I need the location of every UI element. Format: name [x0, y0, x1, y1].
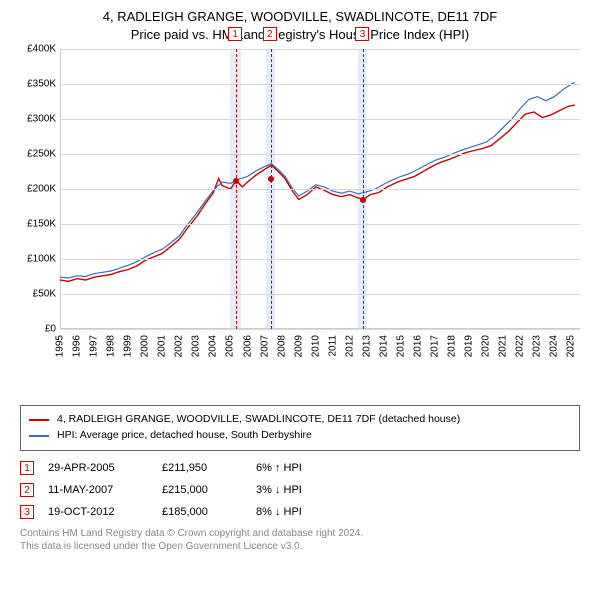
marker-line — [236, 49, 237, 329]
event-row-3: 3 19-OCT-2012 £185,000 8% ↓ HPI — [20, 505, 580, 519]
legend: 4, RADLEIGH GRANGE, WOODVILLE, SWADLINCO… — [20, 405, 580, 451]
x-axis-label: 2002 — [174, 335, 185, 357]
event-delta-1: 6% ↑ HPI — [256, 462, 302, 474]
gridline-h — [60, 154, 580, 155]
y-axis-label: £250K — [20, 149, 56, 160]
event-price-1: £211,950 — [162, 462, 242, 474]
marker-dot — [268, 176, 274, 182]
y-axis-label: £100K — [20, 254, 56, 265]
x-axis-label: 1999 — [123, 335, 134, 357]
marker-line — [363, 49, 364, 329]
legend-item-property: 4, RADLEIGH GRANGE, WOODVILLE, SWADLINCO… — [29, 412, 571, 428]
marker-box: 1 — [228, 27, 242, 41]
events-table: 1 29-APR-2005 £211,950 6% ↑ HPI 2 11-MAY… — [20, 461, 580, 519]
y-axis-label: £300K — [20, 114, 56, 125]
legend-swatch-property — [29, 419, 49, 421]
event-marker-1: 1 — [20, 461, 34, 475]
event-row-2: 2 11-MAY-2007 £215,000 3% ↓ HPI — [20, 483, 580, 497]
x-axis-label: 1996 — [72, 335, 83, 357]
event-marker-3: 3 — [20, 505, 34, 519]
marker-box: 3 — [355, 27, 369, 41]
x-axis-label: 2024 — [549, 335, 560, 357]
event-price-2: £215,000 — [162, 484, 242, 496]
gridline-h — [60, 259, 580, 260]
x-axis-label: 2009 — [293, 335, 304, 357]
gridline-h — [60, 294, 580, 295]
chart-title-block: 4, RADLEIGH GRANGE, WOODVILLE, SWADLINCO… — [10, 8, 590, 43]
y-axis-label: £200K — [20, 184, 56, 195]
event-date-2: 11-MAY-2007 — [48, 484, 148, 496]
x-axis-label: 2017 — [430, 335, 441, 357]
x-axis-label: 2014 — [378, 335, 389, 357]
x-axis-label: 2011 — [327, 335, 338, 357]
plot-region: £0£50K£100K£150K£200K£250K£300K£350K£400… — [60, 49, 580, 329]
y-axis-label: £400K — [20, 44, 56, 55]
y-axis-label: £350K — [20, 79, 56, 90]
y-axis-label: £150K — [20, 219, 56, 230]
title-line-1: 4, RADLEIGH GRANGE, WOODVILLE, SWADLINCO… — [10, 8, 590, 26]
x-axis-label: 2022 — [515, 335, 526, 357]
x-axis-label: 1998 — [106, 335, 117, 357]
x-axis-label: 2004 — [208, 335, 219, 357]
gridline-h — [60, 189, 580, 190]
title-line-2: Price paid vs. HM Land Registry's House … — [10, 26, 590, 44]
x-axis-label: 2021 — [498, 335, 509, 357]
x-axis-label: 2016 — [413, 335, 424, 357]
x-axis-label: 2010 — [310, 335, 321, 357]
y-axis-label: £0 — [20, 324, 56, 335]
event-date-1: 29-APR-2005 — [48, 462, 148, 474]
series-line-property — [60, 105, 575, 281]
x-axis-label: 2003 — [191, 335, 202, 357]
plot-inner: £0£50K£100K£150K£200K£250K£300K£350K£400… — [60, 49, 580, 329]
x-axis-label: 2013 — [361, 335, 372, 357]
x-axis-label: 2012 — [344, 335, 355, 357]
y-axis-label: £50K — [20, 289, 56, 300]
series-line-hpi — [60, 83, 575, 278]
event-date-3: 19-OCT-2012 — [48, 506, 148, 518]
gridline-h — [60, 224, 580, 225]
event-marker-2: 2 — [20, 483, 34, 497]
footer: Contains HM Land Registry data © Crown c… — [20, 527, 580, 553]
x-axis-labels: 1995199619971998199920002001200220032004… — [60, 331, 580, 371]
marker-line — [271, 49, 272, 329]
gridline-h — [60, 119, 580, 120]
x-axis-label: 2019 — [464, 335, 475, 357]
x-axis-label: 2018 — [447, 335, 458, 357]
footer-line-1: Contains HM Land Registry data © Crown c… — [20, 527, 580, 540]
event-price-3: £185,000 — [162, 506, 242, 518]
x-axis-label: 2015 — [395, 335, 406, 357]
gridline-h — [60, 329, 580, 330]
x-axis-label: 2001 — [157, 335, 168, 357]
marker-dot — [233, 178, 239, 184]
event-delta-3: 8% ↓ HPI — [256, 506, 302, 518]
marker-box: 2 — [263, 27, 277, 41]
x-axis-label: 2006 — [242, 335, 253, 357]
event-row-1: 1 29-APR-2005 £211,950 6% ↑ HPI — [20, 461, 580, 475]
legend-swatch-hpi — [29, 435, 49, 437]
x-axis-label: 2000 — [140, 335, 151, 357]
gridline-h — [60, 49, 580, 50]
legend-label-hpi: HPI: Average price, detached house, Sout… — [57, 428, 312, 444]
marker-dot — [360, 197, 366, 203]
x-axis-label: 2007 — [259, 335, 270, 357]
footer-line-2: This data is licensed under the Open Gov… — [20, 540, 580, 553]
x-axis-label: 2008 — [276, 335, 287, 357]
x-axis-label: 2025 — [566, 335, 577, 357]
x-axis-label: 1997 — [89, 335, 100, 357]
gridline-h — [60, 84, 580, 85]
event-delta-2: 3% ↓ HPI — [256, 484, 302, 496]
x-axis-label: 1995 — [55, 335, 66, 357]
legend-label-property: 4, RADLEIGH GRANGE, WOODVILLE, SWADLINCO… — [57, 412, 460, 428]
legend-item-hpi: HPI: Average price, detached house, Sout… — [29, 428, 571, 444]
x-axis-label: 2023 — [532, 335, 543, 357]
chart-area: £0£50K£100K£150K£200K£250K£300K£350K£400… — [20, 49, 580, 369]
x-axis-label: 2020 — [481, 335, 492, 357]
x-axis-label: 2005 — [225, 335, 236, 357]
